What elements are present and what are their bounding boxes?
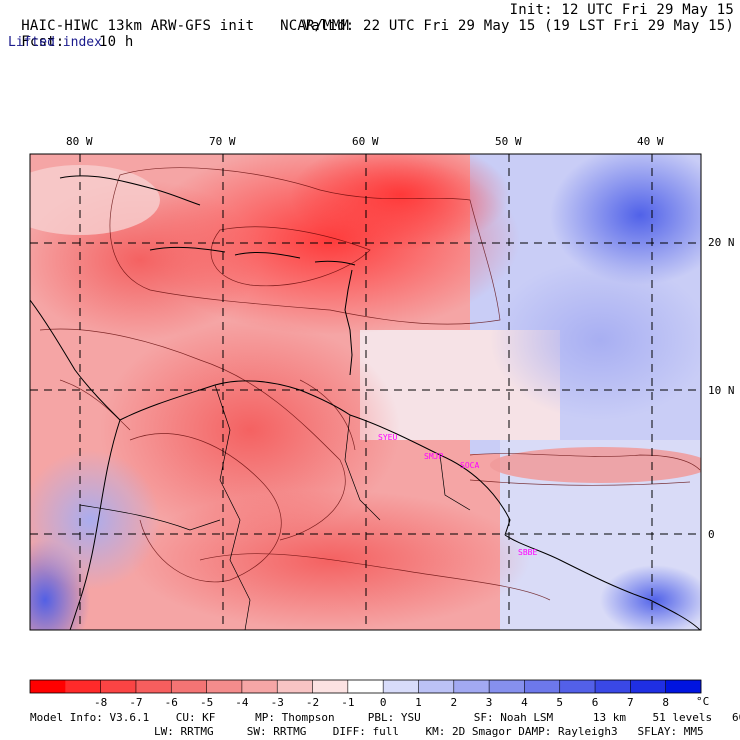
- colorbar-box: [665, 680, 702, 693]
- field-hot-north: [290, 154, 510, 250]
- colorbar: -8 -7 -6 -5 -4 -3 -2 -1 0 1 2 3 4 5 6 7 8: [29, 679, 702, 709]
- colorbar-box: [171, 680, 207, 693]
- lat-label-0: 0: [708, 528, 715, 541]
- graticule: [30, 154, 701, 630]
- colorbar-box: [630, 680, 666, 693]
- map-frame: [29, 153, 702, 631]
- station-soca: SOCA: [460, 461, 479, 470]
- station-smjp: SMJP: [424, 452, 443, 461]
- lon-label-70w: 70 W: [209, 135, 236, 148]
- colorbar-tick-label: -3: [271, 696, 284, 709]
- colorbar-box: [135, 680, 172, 693]
- field-s-america: [100, 320, 400, 540]
- colorbar-box: [65, 680, 101, 693]
- colorbar-box: [524, 680, 561, 693]
- field-pacific-light: [30, 450, 160, 590]
- colorbar-tick-label: -1: [341, 696, 354, 709]
- footer-physics-info: LW: RRTMG SW: RRTMG DIFF: full KM: 2D Sm…: [154, 725, 704, 738]
- colorbar-box: [206, 680, 243, 693]
- field-itcz-band: [490, 447, 701, 483]
- colorbar-box: [595, 680, 631, 693]
- colorbar-tick-label: 1: [415, 696, 422, 709]
- lon-label-80w: 80 W: [66, 135, 93, 148]
- colorbar-box: [277, 680, 313, 693]
- lon-label-50w: 50 W: [495, 135, 522, 148]
- init-time: Init: 12 UTC Fri 29 May 15: [509, 2, 734, 18]
- org-label: NCAR/MMM: [280, 18, 350, 34]
- model-title: HAIC-HIWC 13km ARW-GFS init NCAR/MMM: [21, 18, 350, 34]
- colorbar-box: [241, 680, 278, 693]
- colorbar-tick-label: -8: [94, 696, 107, 709]
- colorbar-box: [453, 680, 490, 693]
- colorbar-frame: [29, 679, 702, 694]
- valid-time: Valid: 22 UTC Fri 29 May 15 (19 LST Fri …: [302, 18, 734, 34]
- colorbar-box: [489, 680, 525, 693]
- colorbar-box: [312, 680, 349, 693]
- lat-label-20n: 20 N: [708, 236, 735, 249]
- colorbar-unit: °C: [696, 695, 710, 708]
- colorbar-box: [100, 680, 137, 693]
- colorbar-tick-label: -5: [200, 696, 213, 709]
- colorbar-tick-label: -4: [235, 696, 249, 709]
- colorbar-tick-label: 0: [380, 696, 387, 709]
- colorbar-tick-label: 2: [450, 696, 457, 709]
- field-name: Lifted index: [8, 35, 102, 50]
- field-blue-core-ne: [550, 154, 701, 285]
- footer-model-info: Model Info: V3.6.1 CU: KF MP: Thompson P…: [30, 711, 740, 724]
- colorbar-tick-label: 5: [556, 696, 563, 709]
- colorbar-tick-label: 3: [486, 696, 493, 709]
- station-syeu: SYEU: [378, 433, 397, 442]
- lon-label-40w: 40 W: [637, 135, 664, 148]
- forecast-value: 10 h: [98, 34, 134, 50]
- colorbar-box: [347, 680, 384, 693]
- colorbar-tick-label: -7: [129, 696, 142, 709]
- field-blue-mid: [490, 260, 701, 420]
- stations: SYEU SMJP SOCA SBBE: [378, 433, 537, 557]
- station-sbbe: SBBE: [518, 548, 537, 557]
- colorbar-tick-label: 8: [662, 696, 669, 709]
- colorbar-box: [559, 680, 596, 693]
- colorbar-tick-label: 4: [521, 696, 528, 709]
- map-field: SYEU SMJP SOCA SBBE: [30, 154, 701, 630]
- colorbar-tick-label: -6: [165, 696, 178, 709]
- forecast-hour: Fcst: 10 h: [21, 34, 134, 50]
- colorbar-tick-label: 7: [627, 696, 634, 709]
- colorbar-tick-label: 6: [592, 696, 599, 709]
- lat-label-10n: 10 N: [708, 384, 735, 397]
- lon-label-60w: 60 W: [352, 135, 379, 148]
- colorbar-tick-label: -2: [306, 696, 319, 709]
- colorbar-box: [383, 680, 419, 693]
- colorbar-box: [418, 680, 455, 693]
- colorbar-box: [30, 680, 66, 693]
